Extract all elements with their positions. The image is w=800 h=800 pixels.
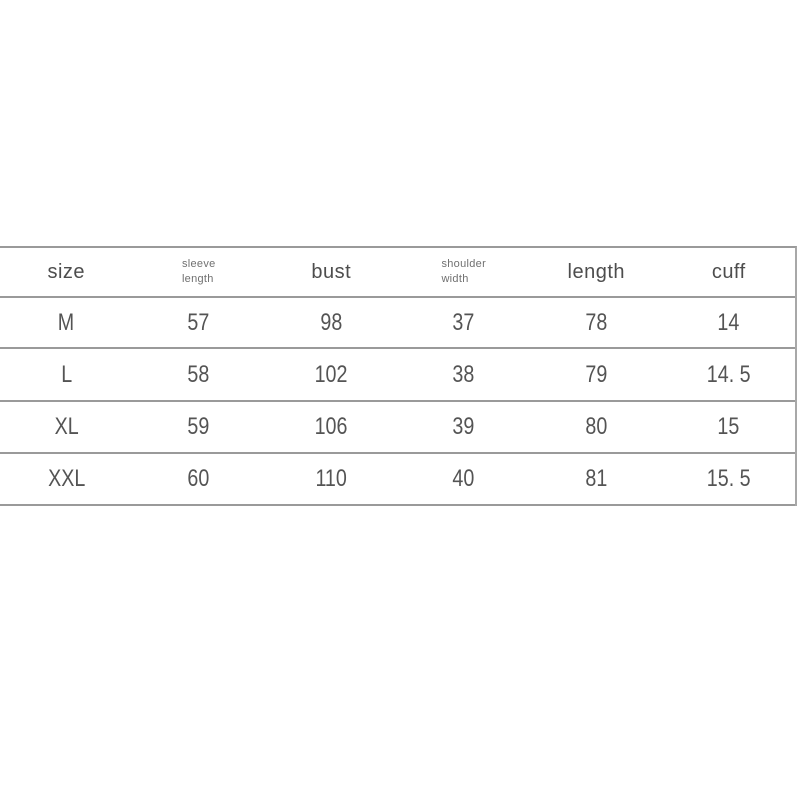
cell-xxl-shoulder-width: 40 (452, 465, 475, 492)
cell-xl-sleeve-length: 59 (187, 413, 210, 440)
cell-xxl-cuff: 15. 5 (706, 465, 751, 492)
cell-m-cuff: 14 (717, 308, 740, 336)
table-row-xl: XL 59 106 39 80 15 (0, 402, 795, 454)
table-row-m: M 57 98 37 78 14 (0, 298, 795, 349)
cell-xl-cuff: 15 (717, 413, 740, 440)
cell-xxl-size: XXL (47, 465, 85, 492)
header-cell-shoulder-width: shoulder width (398, 257, 531, 286)
cell-m-bust: 98 (320, 308, 343, 336)
header-cell-sleeve-length: sleeve length (133, 257, 266, 286)
header-label-length: length (567, 260, 625, 283)
cell-l-sleeve-length: 58 (187, 360, 210, 388)
cell-m-size: M (58, 308, 75, 336)
cell-xl-length: 80 (585, 413, 608, 440)
table-row-l: L 58 102 38 79 14. 5 (0, 349, 795, 402)
cell-l-shoulder-width: 38 (452, 360, 475, 388)
cell-xl-bust: 106 (314, 413, 348, 440)
header-label-cuff: cuff (711, 260, 746, 283)
cell-xxl-length: 81 (585, 465, 608, 492)
header-label-bust: bust (311, 260, 352, 283)
cell-xxl-sleeve-length: 60 (187, 465, 210, 492)
table-row-xxl: XXL 60 110 40 81 15. 5 (0, 454, 795, 506)
header-cell-cuff: cuff (663, 261, 796, 284)
size-chart-table: size sleeve length bust shoulder width l… (0, 246, 797, 506)
header-label-shoulder-width: shoulder width (441, 258, 487, 285)
cell-l-cuff: 14. 5 (706, 360, 751, 388)
header-label-sleeve-length: sleeve length (181, 258, 216, 285)
cell-xxl-bust: 110 (315, 465, 347, 492)
cell-l-length: 79 (585, 360, 608, 388)
header-cell-size: size (0, 261, 133, 284)
cell-xl-shoulder-width: 39 (452, 413, 475, 440)
header-cell-length: length (530, 261, 663, 284)
cell-m-shoulder-width: 37 (452, 308, 475, 336)
header-label-size: size (47, 260, 86, 283)
cell-l-bust: 102 (314, 360, 348, 388)
cell-m-sleeve-length: 57 (187, 308, 210, 336)
table-header-row: size sleeve length bust shoulder width l… (0, 248, 795, 298)
header-cell-bust: bust (265, 261, 398, 284)
cell-l-size: L (60, 360, 72, 388)
cell-m-length: 78 (585, 308, 608, 336)
cell-xl-size: XL (54, 413, 79, 440)
